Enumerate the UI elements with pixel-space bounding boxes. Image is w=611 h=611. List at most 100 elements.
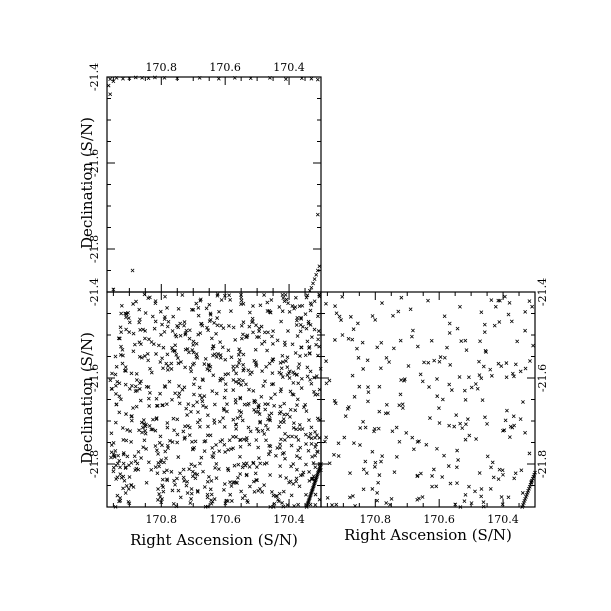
scatter-point (161, 403, 165, 408)
scatter-point (190, 439, 194, 444)
scatter-point (111, 440, 116, 445)
scatter-point (258, 303, 263, 308)
scatter-point (114, 364, 119, 369)
scatter-point (361, 367, 366, 371)
scatter-point (399, 378, 403, 382)
scatter-point (263, 402, 268, 406)
scatter-point (187, 328, 192, 333)
scatter-point (308, 301, 313, 306)
scatter-point (167, 379, 172, 384)
scatter-point (309, 381, 314, 386)
scatter-point (119, 303, 124, 308)
scatter-point (165, 367, 170, 372)
scatter-point (254, 323, 258, 328)
scatter-point (214, 391, 219, 396)
scatter-point (384, 501, 389, 505)
scatter-point (430, 484, 434, 489)
scatter-point (513, 471, 518, 476)
scatter-point (309, 436, 314, 441)
scatter-point (129, 440, 134, 444)
scatter-point (163, 315, 167, 319)
scatter-point (137, 387, 142, 391)
scatter-point (138, 328, 143, 332)
scatter-point (214, 331, 218, 336)
scatter-point (205, 325, 209, 330)
scatter-point (177, 401, 182, 406)
y-tick-labels-top-left: -21.4 -21.6 -21.8 (88, 63, 101, 263)
scatter-point (115, 379, 120, 384)
scatter-point (199, 455, 204, 460)
scatter-point (212, 321, 217, 325)
scatter-point (183, 435, 187, 440)
scatter-point (523, 309, 528, 314)
scatter-point (310, 335, 314, 340)
scatter-point (154, 416, 159, 420)
x-axis-title-bottom-right: Right Ascension (S/N) (344, 526, 512, 544)
scatter-point (288, 389, 293, 394)
scatter-point (164, 402, 169, 407)
scatter-point (210, 499, 215, 504)
scatter-point (475, 386, 480, 391)
scatter-point (109, 431, 114, 436)
scatter-point (191, 350, 196, 355)
scatter-point (182, 320, 187, 324)
scatter-point (155, 448, 159, 453)
scatter-point (530, 478, 534, 483)
scatter-point (361, 467, 366, 472)
scatter-point (143, 431, 148, 436)
scatter-point (212, 421, 217, 425)
scatter-point (372, 429, 376, 434)
scatter-point (506, 495, 511, 500)
scatter-point (216, 351, 220, 356)
scatter-point (232, 480, 237, 484)
scatter-point (253, 410, 258, 414)
scatter-point (151, 417, 155, 422)
scatter-point (480, 398, 485, 402)
scatter-point (120, 361, 125, 366)
scatter-point (307, 351, 312, 356)
scatter-point (252, 489, 257, 494)
scatter-point (139, 355, 144, 360)
scatter-point (437, 421, 442, 425)
scatter-point (324, 359, 328, 364)
scatter-point (202, 362, 207, 366)
scatter-point (343, 414, 348, 419)
scatter-point (281, 417, 286, 421)
scatter-point (267, 416, 272, 421)
scatter-point (397, 403, 402, 408)
scatter-point (478, 339, 482, 344)
scatter-point (113, 372, 118, 377)
scatter-point (398, 392, 403, 397)
scatter-point (158, 434, 163, 439)
scatter-point (488, 486, 493, 491)
scatter-point (231, 417, 236, 422)
scatter-point (198, 393, 202, 398)
scatter-point (291, 392, 296, 397)
scatter-point (116, 453, 121, 458)
scatter-point (417, 496, 421, 501)
scatter-point (280, 375, 285, 379)
scatter-point (118, 352, 123, 357)
scatter-point (145, 351, 150, 356)
scatter-point (241, 378, 245, 383)
scatter-point (158, 360, 163, 364)
scatter-point (212, 352, 217, 357)
scatter-point (133, 468, 138, 472)
scatter-point (197, 385, 202, 390)
scatter-point (271, 341, 275, 346)
scatter-point (270, 334, 274, 339)
scatter-point (294, 476, 299, 481)
scatter-point (300, 303, 305, 308)
scatter-point (489, 465, 493, 470)
scatter-point (530, 304, 534, 309)
scatter-point (114, 392, 118, 396)
scatter-point (285, 412, 290, 417)
scatter-point (286, 301, 290, 306)
scatter-point (447, 382, 452, 387)
scatter-point (366, 390, 371, 394)
scatter-point (348, 314, 353, 319)
scatter-point (117, 336, 122, 341)
scatter-point (137, 320, 142, 325)
scatter-point (294, 323, 299, 327)
